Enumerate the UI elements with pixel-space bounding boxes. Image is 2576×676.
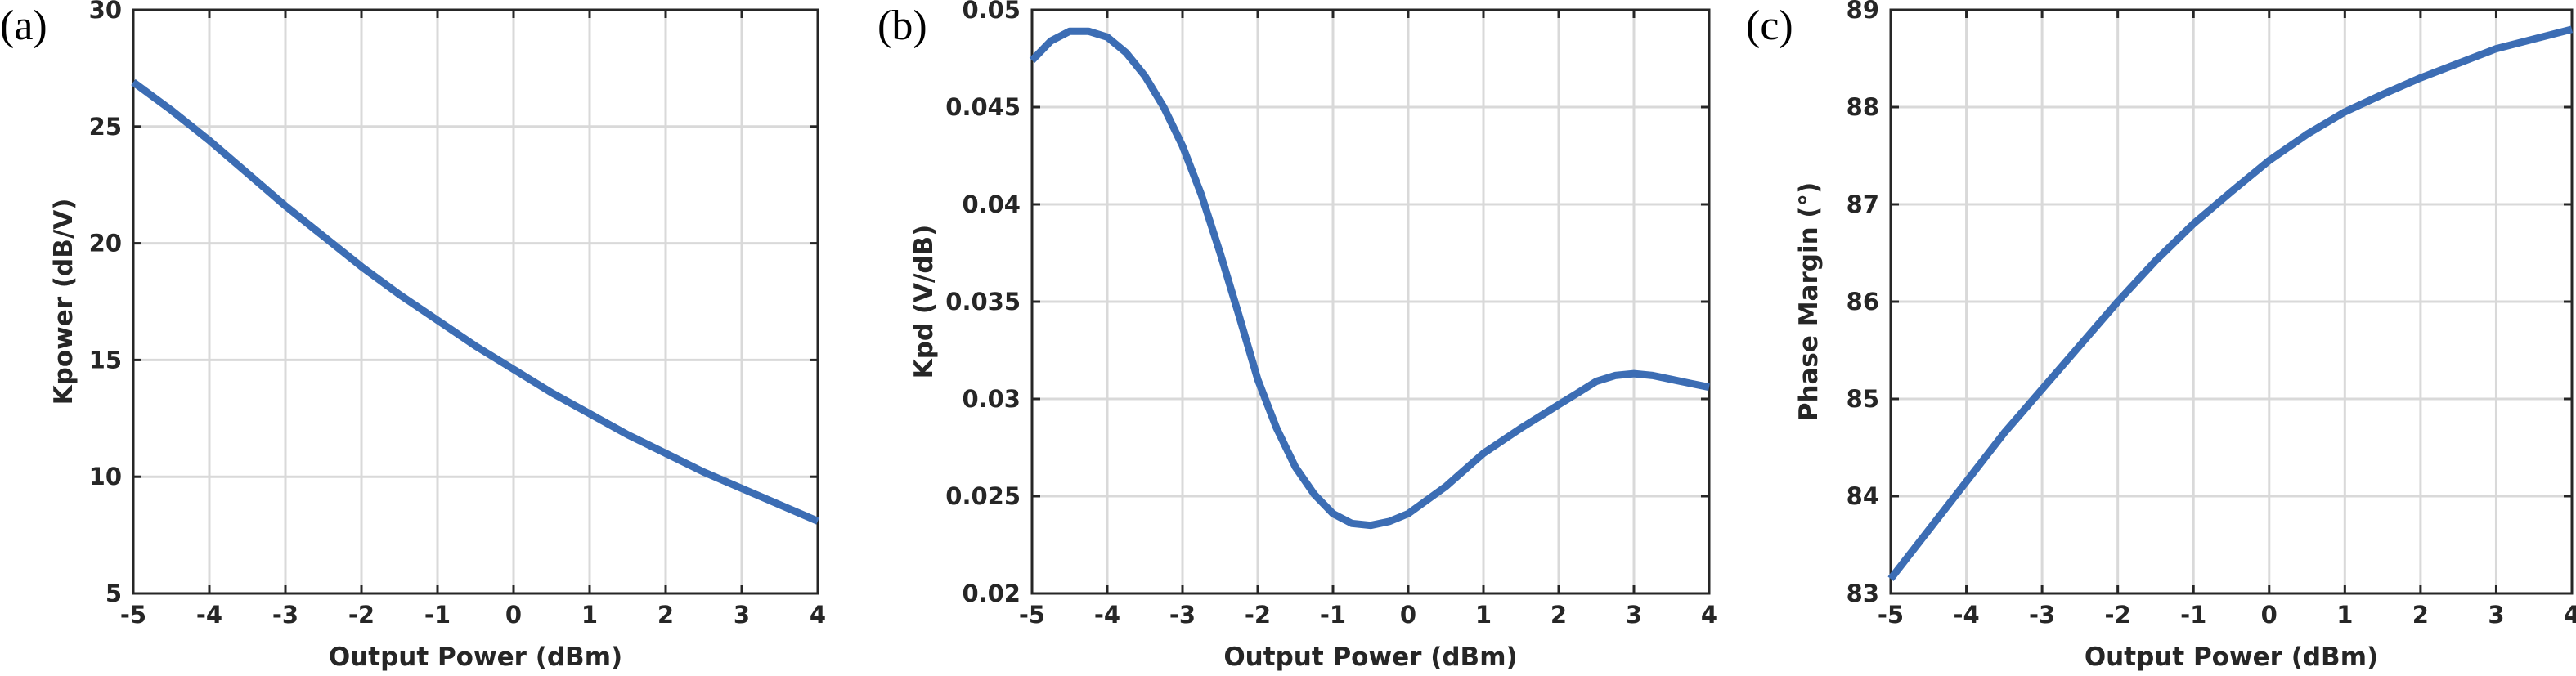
x-tick-label: 3 bbox=[1626, 601, 1642, 629]
y-tick-label: 0.02 bbox=[962, 580, 1021, 607]
y-tick-label: 87 bbox=[1847, 190, 1879, 218]
x-axis-label: Output Power (dBm) bbox=[2085, 642, 2378, 672]
x-tick-label: 1 bbox=[1475, 601, 1492, 629]
x-tick-label: 0 bbox=[2261, 601, 2278, 629]
x-tick-label: -5 bbox=[1019, 601, 1045, 629]
x-tick-label: 2 bbox=[2412, 601, 2429, 629]
x-tick-label: -4 bbox=[1953, 601, 1979, 629]
x-tick-label: -2 bbox=[348, 601, 375, 629]
x-tick-label: 3 bbox=[734, 601, 750, 629]
y-tick-label: 25 bbox=[89, 113, 122, 141]
y-tick-label: 86 bbox=[1847, 288, 1879, 316]
plot-frame bbox=[132, 8, 819, 595]
y-tick-label: 0.03 bbox=[962, 385, 1021, 413]
x-tick-label: -2 bbox=[1245, 601, 1271, 629]
x-tick-label: 0 bbox=[505, 601, 522, 629]
y-tick-label: 88 bbox=[1847, 93, 1879, 121]
x-tick-label: 3 bbox=[2488, 601, 2504, 629]
x-tick-label: 2 bbox=[1551, 601, 1567, 629]
x-tick-label: -1 bbox=[2180, 601, 2206, 629]
x-tick-label: 4 bbox=[810, 601, 826, 629]
series-line bbox=[131, 78, 819, 525]
x-tick-label: 4 bbox=[1701, 601, 1717, 629]
y-tick-label: 0.045 bbox=[945, 93, 1021, 121]
x-tick-label: -3 bbox=[1169, 601, 1196, 629]
y-tick-label: 20 bbox=[89, 230, 122, 257]
x-tick-label: 2 bbox=[657, 601, 674, 629]
x-tick-label: -3 bbox=[2029, 601, 2055, 629]
x-tick-label: 1 bbox=[581, 601, 598, 629]
panel-label: (b) bbox=[877, 2, 927, 49]
x-tick-label: 1 bbox=[2336, 601, 2353, 629]
y-axis-label: Kpd (V/dB) bbox=[909, 225, 939, 379]
y-axis-label: Phase Margin (°) bbox=[1794, 182, 1824, 422]
y-tick-label: 15 bbox=[89, 346, 122, 374]
y-tick-label: 5 bbox=[105, 580, 122, 607]
y-tick-label: 0.05 bbox=[962, 0, 1021, 24]
series-line bbox=[1029, 27, 1710, 530]
y-tick-label: 89 bbox=[1847, 0, 1879, 24]
x-tick-label: 4 bbox=[2564, 601, 2576, 629]
panel-label: (c) bbox=[1746, 2, 1793, 49]
y-tick-label: 30 bbox=[89, 0, 122, 24]
x-tick-label: -3 bbox=[272, 601, 298, 629]
x-tick-label: -1 bbox=[424, 601, 451, 629]
x-axis-label: Output Power (dBm) bbox=[1223, 642, 1517, 672]
panel-label: (a) bbox=[0, 2, 47, 49]
y-tick-label: 84 bbox=[1847, 482, 1879, 510]
x-tick-label: -4 bbox=[196, 601, 222, 629]
series-line bbox=[1887, 25, 2574, 581]
x-tick-label: -5 bbox=[120, 601, 146, 629]
y-axis-label: Kpower (dB/V) bbox=[49, 199, 79, 405]
x-axis-label: Output Power (dBm) bbox=[329, 642, 622, 672]
y-tick-label: 0.04 bbox=[962, 190, 1021, 218]
x-tick-label: -5 bbox=[1878, 601, 1904, 629]
y-tick-label: 0.025 bbox=[945, 482, 1021, 510]
y-tick-label: 83 bbox=[1847, 580, 1879, 607]
y-tick-label: 85 bbox=[1847, 385, 1879, 413]
x-tick-label: -4 bbox=[1094, 601, 1120, 629]
y-tick-label: 10 bbox=[89, 463, 122, 490]
y-tick-label: 0.035 bbox=[945, 288, 1021, 316]
x-tick-label: -1 bbox=[1320, 601, 1346, 629]
x-tick-label: 0 bbox=[1400, 601, 1416, 629]
x-tick-label: -2 bbox=[2105, 601, 2131, 629]
